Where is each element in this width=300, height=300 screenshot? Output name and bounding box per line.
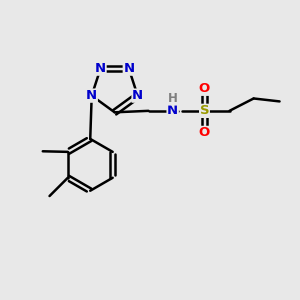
Text: N: N (123, 62, 134, 75)
Text: O: O (199, 126, 210, 140)
Text: N: N (86, 89, 97, 102)
Text: O: O (199, 82, 210, 95)
Text: S: S (200, 104, 209, 117)
Text: N: N (95, 62, 106, 75)
Text: H: H (168, 92, 178, 105)
Text: N: N (167, 104, 178, 117)
Text: N: N (132, 89, 143, 102)
